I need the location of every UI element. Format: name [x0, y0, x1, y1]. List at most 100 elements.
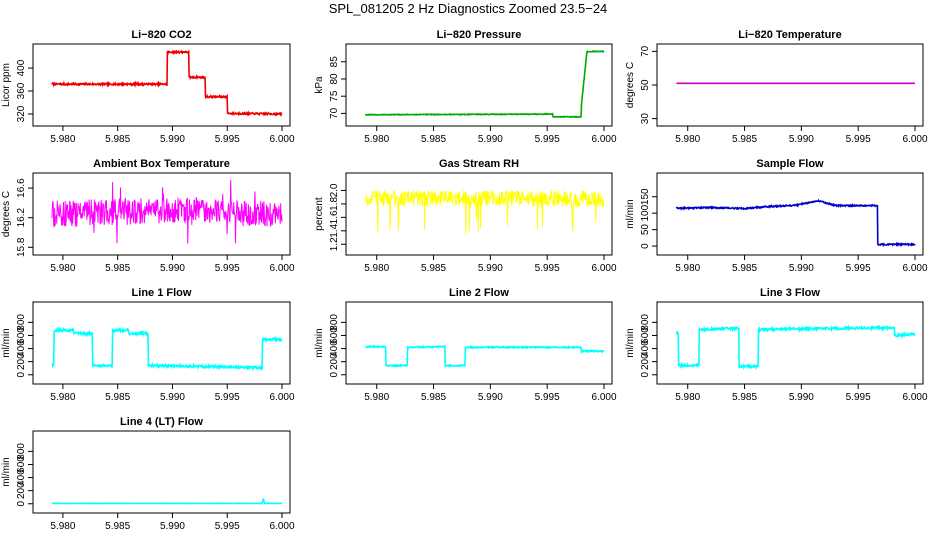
x-tick-label: 5.995 [535, 263, 560, 274]
x-tick-label: 5.990 [789, 263, 814, 274]
plot-frame [32, 43, 291, 127]
y-tick-label: 800 [329, 314, 340, 331]
y-tick-label: 200 [329, 353, 340, 370]
series-line-line-1 [51, 326, 283, 372]
x-tick-label: 6.000 [269, 521, 294, 532]
x-tick-label: 5.990 [478, 263, 503, 274]
x-tick-label: 6.000 [591, 263, 616, 274]
chart-panel-4: Ambient Box Temperature 5.980 5.985 5.990 5.… [1, 158, 295, 274]
y-tick-label: 400 [329, 340, 340, 357]
x-tick-label: 5.990 [160, 392, 185, 403]
y-tick-label: 50 [640, 224, 651, 236]
x-tick-label: 6.000 [591, 134, 616, 145]
x-tick-label: 6.000 [902, 392, 927, 403]
y-axis-label: ml/min [1, 457, 12, 486]
chart-title: Line 2 Flow [449, 287, 509, 299]
y-axis-label: ml/min [314, 328, 325, 357]
y-axis-label: ml/min [625, 328, 636, 357]
x-tick-label: 5.985 [421, 392, 446, 403]
x-tick-label: 5.990 [160, 263, 185, 274]
chart-panel-5: Gas Stream RH 5.980 5.985 5.990 5.995 6.000 1.… [314, 158, 617, 274]
y-tick-label: 80 [329, 73, 340, 85]
series-line-co2 [51, 49, 283, 118]
chart-panel-9: Line 3 Flow 5.980 5.985 5.990 5.995 6.000 0 200… [625, 287, 928, 403]
page-title: SPL_081205 2 Hz Diagnostics Zoomed 23.5−… [328, 1, 608, 16]
y-tick-label: 70 [640, 45, 651, 57]
x-tick-label: 5.995 [215, 392, 240, 403]
y-tick-label: 600 [16, 456, 27, 473]
x-tick-label: 5.995 [846, 134, 871, 145]
x-tick-label: 5.995 [215, 521, 240, 532]
y-tick-label: 2.0 [329, 183, 340, 197]
chart-title: Li−820 Pressure [437, 29, 522, 41]
chart-panel-6: Sample Flow 5.980 5.985 5.990 5.995 6.000 0 50 1… [625, 158, 928, 274]
y-tick-label: 1.6 [329, 210, 340, 224]
y-tick-label: 16.6 [16, 178, 27, 198]
plot-frame [32, 430, 291, 514]
x-tick-label: 5.985 [105, 392, 130, 403]
x-tick-label: 5.980 [364, 392, 389, 403]
x-tick-label: 5.990 [160, 521, 185, 532]
x-tick-label: 5.980 [675, 263, 700, 274]
chart-title: Line 4 (LT) Flow [120, 416, 203, 428]
x-tick-label: 6.000 [902, 263, 927, 274]
y-tick-label: 800 [640, 314, 651, 331]
x-tick-label: 5.980 [675, 134, 700, 145]
x-tick-label: 5.995 [215, 134, 240, 145]
x-tick-label: 5.995 [535, 392, 560, 403]
chart-title: Gas Stream RH [439, 158, 519, 170]
y-tick-label: 400 [640, 340, 651, 357]
series-line-line-4 [51, 498, 283, 505]
y-tick-label: 800 [16, 443, 27, 460]
y-tick-label: 400 [16, 340, 27, 357]
plot-frame [656, 43, 924, 127]
chart-title: Line 1 Flow [132, 287, 192, 299]
x-tick-label: 5.990 [789, 134, 814, 145]
x-tick-label: 5.985 [105, 521, 130, 532]
series-line-pressure [364, 50, 605, 119]
y-tick-label: 400 [16, 59, 27, 76]
x-tick-label: 5.995 [215, 263, 240, 274]
plot-frame [32, 172, 291, 256]
y-tick-label: 0 [16, 501, 27, 507]
y-axis-label: kPa [314, 76, 325, 94]
y-tick-label: 200 [16, 353, 27, 370]
x-tick-label: 5.980 [675, 392, 700, 403]
y-tick-label: 0 [16, 372, 27, 378]
plot-frame [345, 43, 613, 127]
x-tick-label: 5.985 [732, 263, 757, 274]
plot-frame [656, 301, 924, 385]
y-axis-label: Licor ppm [1, 63, 12, 107]
y-tick-label: 100 [640, 204, 651, 221]
x-tick-label: 5.980 [50, 521, 75, 532]
series-line-line-3 [675, 324, 916, 371]
y-axis-label: degrees C [625, 62, 636, 108]
chart-title: Li−820 CO2 [131, 29, 191, 41]
chart-title: Line 3 Flow [760, 287, 820, 299]
x-tick-label: 5.980 [50, 134, 75, 145]
y-tick-label: 400 [16, 469, 27, 486]
x-tick-label: 5.985 [732, 134, 757, 145]
x-tick-label: 5.985 [105, 134, 130, 145]
x-tick-label: 5.980 [364, 134, 389, 145]
y-tick-label: 70 [329, 107, 340, 119]
y-axis-label: ml/min [625, 199, 636, 228]
y-tick-label: 150 [640, 188, 651, 205]
x-tick-label: 5.995 [846, 392, 871, 403]
x-tick-label: 5.985 [421, 263, 446, 274]
chart-panel-10: Line 4 (LT) Flow 5.980 5.985 5.990 5.995 6.00… [1, 416, 295, 532]
y-tick-label: 600 [640, 327, 651, 344]
series-line-sample-flow [675, 198, 916, 248]
x-tick-label: 5.980 [50, 392, 75, 403]
y-tick-label: 75 [329, 90, 340, 102]
y-tick-label: 0 [640, 243, 651, 249]
x-tick-label: 5.985 [105, 263, 130, 274]
x-tick-label: 5.990 [789, 392, 814, 403]
x-tick-label: 5.990 [160, 134, 185, 145]
chart-panel-3: Li−820 Temperature 5.980 5.985 5.990 5.995 6.… [625, 29, 928, 145]
y-tick-label: 30 [640, 113, 651, 125]
y-tick-label: 200 [640, 353, 651, 370]
y-tick-label: 1.2 [329, 237, 340, 251]
y-tick-label: 600 [329, 327, 340, 344]
